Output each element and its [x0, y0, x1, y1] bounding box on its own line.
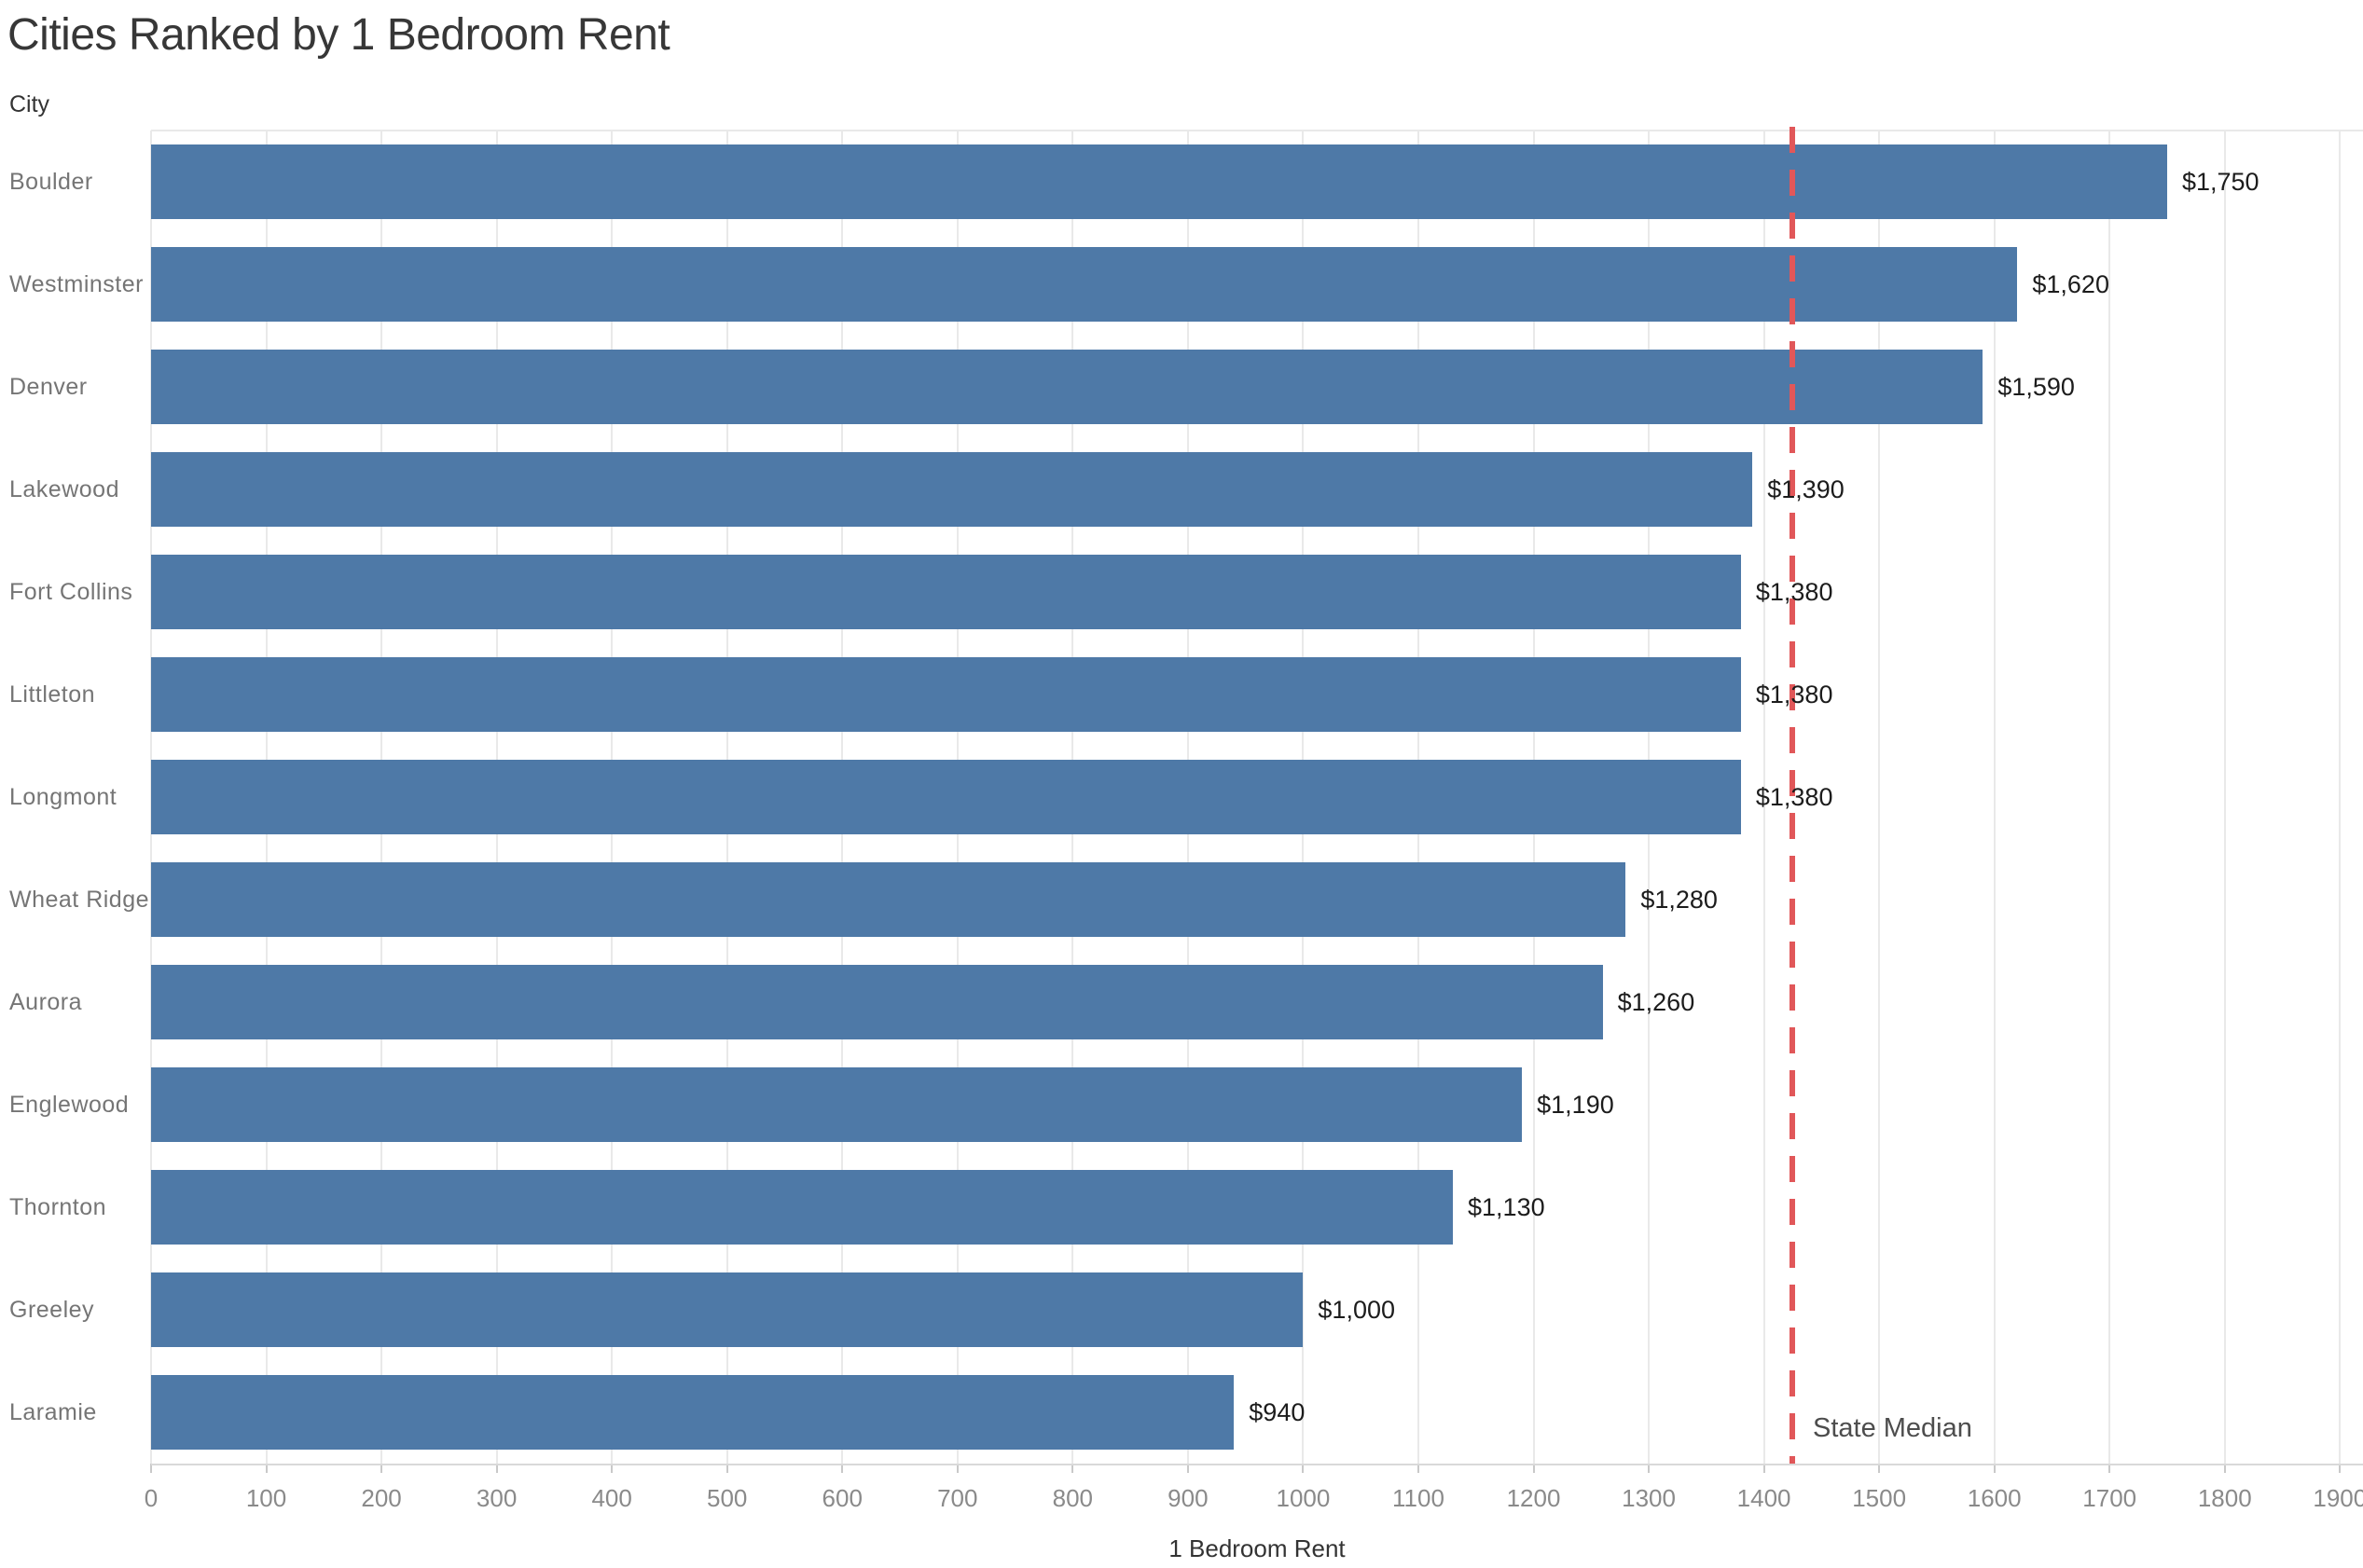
x-axis-tick-mark: [1648, 1464, 1651, 1473]
bar-englewood[interactable]: [151, 1067, 1523, 1142]
x-axis-tick-label: 1200: [1506, 1484, 1561, 1512]
x-axis-tick-mark: [380, 1464, 383, 1473]
city-label-wheat-ridge: Wheat Ridge: [9, 886, 150, 913]
x-axis-tick-mark: [1762, 1464, 1765, 1473]
x-axis-tick-label: 1600: [1967, 1484, 2022, 1512]
x-axis-tick-label: 0: [144, 1484, 159, 1512]
x-axis-tick-mark: [956, 1464, 959, 1473]
x-axis-tick-mark: [1532, 1464, 1535, 1473]
value-label-longmont: $1,380: [1755, 782, 1833, 811]
x-axis-tick-label: 1700: [2082, 1484, 2137, 1512]
x-axis-tick-label: 1300: [1622, 1484, 1676, 1512]
x-axis-tick-mark: [2339, 1464, 2342, 1473]
x-axis-tick-mark: [495, 1464, 498, 1473]
city-label-fort-collins: Fort Collins: [9, 578, 133, 605]
x-axis-tick-mark: [841, 1464, 844, 1473]
value-label-boulder: $1,750: [2181, 167, 2259, 196]
value-label-thornton: $1,130: [1468, 1192, 1545, 1221]
city-label-thornton: Thornton: [9, 1193, 107, 1220]
chart-title: Cities Ranked by 1 Bedroom Rent: [7, 10, 670, 60]
bar-wheat-ridge[interactable]: [151, 862, 1626, 937]
value-label-westminster: $1,620: [2032, 269, 2109, 298]
x-axis-tick-mark: [1993, 1464, 1996, 1473]
bar-thornton[interactable]: [151, 1170, 1454, 1245]
x-axis-tick-mark: [1416, 1464, 1419, 1473]
x-axis-tick-label: 700: [937, 1484, 978, 1512]
value-label-greeley: $1,000: [1318, 1295, 1395, 1324]
value-label-denver: $1,590: [1997, 372, 2075, 401]
x-axis-title: 1 Bedroom Rent: [1168, 1534, 1346, 1562]
bar-littleton[interactable]: [151, 657, 1741, 732]
gridline: [1878, 131, 1881, 1464]
city-label-boulder: Boulder: [9, 168, 93, 195]
city-label-denver: Denver: [9, 373, 88, 400]
value-label-laramie: $940: [1249, 1397, 1306, 1426]
value-label-fort-collins: $1,380: [1755, 577, 1833, 606]
gridline: [1762, 131, 1765, 1464]
x-axis-tick-mark: [1186, 1464, 1189, 1473]
x-axis-tick-mark: [2108, 1464, 2111, 1473]
bar-laramie[interactable]: [151, 1375, 1235, 1450]
x-axis-tick-label: 300: [476, 1484, 518, 1512]
bar-longmont[interactable]: [151, 760, 1741, 834]
x-axis-tick-label: 900: [1168, 1484, 1209, 1512]
city-label-englewood: Englewood: [9, 1091, 130, 1118]
city-label-westminster: Westminster: [9, 270, 144, 297]
x-axis-tick-label: 1800: [2197, 1484, 2252, 1512]
x-axis-tick-label: 1400: [1736, 1484, 1791, 1512]
category-axis-header: City: [9, 91, 50, 117]
gridline: [2223, 131, 2226, 1464]
gridline: [2108, 131, 2111, 1464]
value-label-wheat-ridge: $1,280: [1640, 885, 1718, 914]
x-axis-tick-mark: [611, 1464, 614, 1473]
bar-greeley[interactable]: [151, 1272, 1304, 1347]
state-median-reference-line: [1790, 127, 1796, 1464]
x-axis-tick-mark: [725, 1464, 728, 1473]
state-median-label: State Median: [1813, 1413, 1972, 1443]
gridline: [2339, 131, 2342, 1464]
x-axis-tick-label: 200: [361, 1484, 402, 1512]
bar-denver[interactable]: [151, 350, 1983, 424]
bar-fort-collins[interactable]: [151, 555, 1741, 629]
gridline: [1993, 131, 1996, 1464]
x-axis-tick-mark: [1878, 1464, 1881, 1473]
x-axis-tick-mark: [1302, 1464, 1305, 1473]
plot-top-border: [151, 130, 2363, 131]
x-axis-tick-label: 1100: [1391, 1484, 1444, 1512]
x-axis-tick-label: 400: [591, 1484, 632, 1512]
city-label-littleton: Littleton: [9, 681, 96, 708]
x-axis-tick-label: 1900: [2313, 1484, 2363, 1512]
value-label-englewood: $1,190: [1537, 1090, 1614, 1119]
x-axis-tick-label: 800: [1052, 1484, 1094, 1512]
x-axis-tick-label: 1000: [1276, 1484, 1331, 1512]
x-axis-tick-label: 1500: [1852, 1484, 1907, 1512]
x-axis-tick-label: 100: [245, 1484, 287, 1512]
city-label-greeley: Greeley: [9, 1296, 95, 1323]
city-label-longmont: Longmont: [9, 783, 117, 810]
x-axis-tick-mark: [2223, 1464, 2226, 1473]
x-axis-tick-mark: [265, 1464, 268, 1473]
city-label-laramie: Laramie: [9, 1398, 97, 1425]
value-label-aurora: $1,260: [1617, 987, 1695, 1016]
x-axis-line: [151, 1464, 2363, 1465]
bar-boulder[interactable]: [151, 144, 2167, 219]
bar-aurora[interactable]: [151, 965, 1603, 1039]
x-axis-tick-label: 500: [707, 1484, 748, 1512]
city-label-lakewood: Lakewood: [9, 475, 119, 502]
bar-lakewood[interactable]: [151, 452, 1753, 527]
x-axis-tick-label: 600: [822, 1484, 863, 1512]
x-axis-tick-mark: [150, 1464, 152, 1473]
x-axis-tick-mark: [1071, 1464, 1074, 1473]
value-label-lakewood: $1,390: [1767, 475, 1845, 503]
city-label-aurora: Aurora: [9, 988, 83, 1015]
bar-westminster[interactable]: [151, 247, 2018, 322]
value-label-littleton: $1,380: [1755, 680, 1833, 708]
